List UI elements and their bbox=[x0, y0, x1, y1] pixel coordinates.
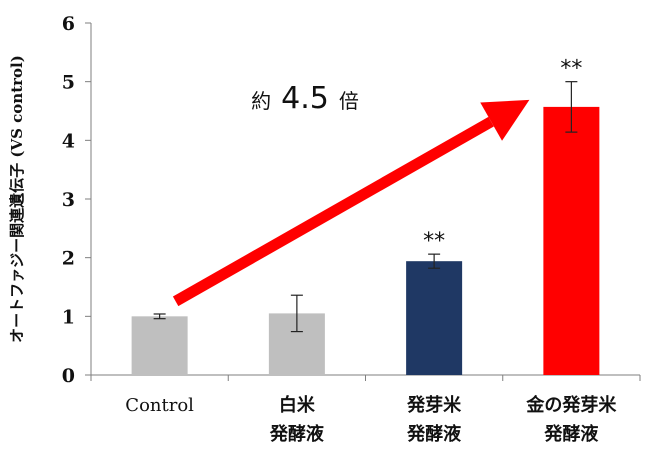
error-bars bbox=[153, 81, 578, 333]
x-tick-label: Control bbox=[125, 395, 194, 416]
bars bbox=[131, 106, 600, 375]
arrow-head bbox=[480, 99, 530, 141]
x-tick-label: 発酵液 bbox=[269, 423, 325, 445]
x-tick-label: 発酵液 bbox=[406, 423, 462, 445]
bar bbox=[406, 261, 463, 375]
y-tick-label: 6 bbox=[62, 13, 75, 35]
significance-markers: ** ** bbox=[423, 57, 582, 254]
arrow-shaft bbox=[172, 116, 494, 307]
bar bbox=[543, 106, 600, 375]
x-tick-label: 金の発芽米 bbox=[525, 394, 617, 416]
y-tick-label: 2 bbox=[62, 248, 75, 270]
x-tick-label: 白米 bbox=[279, 394, 316, 416]
y-tick-label: 0 bbox=[62, 365, 75, 387]
significance-marker: ** bbox=[560, 57, 582, 82]
x-tick-label: 発芽米 bbox=[406, 394, 462, 416]
y-tick-label: 4 bbox=[62, 130, 75, 152]
annotation-value: 4.5 bbox=[281, 81, 329, 116]
significance-marker: ** bbox=[423, 229, 445, 254]
y-tick-label: 3 bbox=[62, 189, 75, 211]
y-tick-label: 5 bbox=[62, 72, 75, 94]
fold-change-annotation: 約 4.5 倍 bbox=[251, 81, 359, 116]
annotation-prefix: 約 bbox=[251, 89, 271, 113]
x-tick-label: 発酵液 bbox=[543, 423, 599, 445]
y-axis-label: オートファジー関連遺伝子 (VS control) bbox=[8, 55, 26, 343]
y-tick-label: 1 bbox=[62, 306, 75, 328]
annotation-suffix: 倍 bbox=[339, 89, 359, 113]
fold-change-arrow bbox=[172, 99, 530, 307]
bar bbox=[131, 316, 188, 375]
